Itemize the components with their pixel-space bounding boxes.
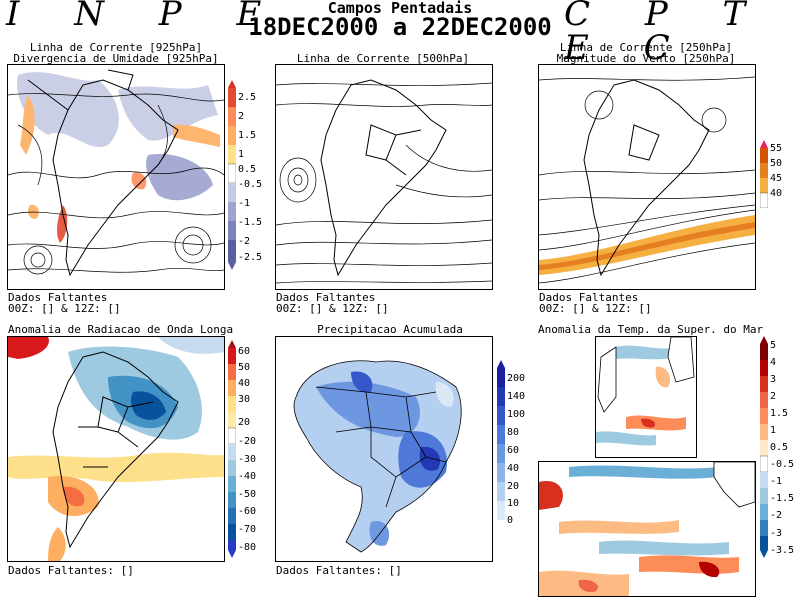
p1-cb-label: 2 [238,111,245,122]
p3-missing-data-hours: 00Z: [] & 12Z: [] [539,302,652,315]
p6-colorbar [759,336,769,558]
p1-missing-data-label: Dados Faltantes [8,291,108,304]
p6-cb-label: 5 [770,340,777,351]
p1-map-925-streamlines[interactable] [7,64,225,290]
p2-streamlines [276,82,492,284]
p1-cb-label: -2.5 [238,252,263,263]
p1-cb-label: 0.5 [238,164,257,175]
page-title: Campos Pentadais [327,0,473,17]
p6-cb-label: 1.5 [770,408,789,419]
p4-map-olr-anomaly[interactable] [7,336,225,562]
p4-cb-label: -40 [238,471,257,482]
inpe-logo-text: I N P E [6,0,284,34]
p4-title: Anomalia de Radiacao de Onda Longa [8,323,234,336]
p4-cb-label: -60 [238,506,257,517]
p6-cb-label: 4 [770,357,777,368]
p6-cb-label: -1.5 [770,493,795,504]
p6-cb-label: -2 [770,510,783,521]
p5-cb-label: 10 [507,498,520,509]
p5-cb-label: 100 [507,409,526,420]
p6-cb-label: 2 [770,391,777,402]
p1-missing-data-hours: 00Z: [] & 12Z: [] [8,302,121,315]
p5-cb-label: 0 [507,515,514,526]
p1-cb-label: -0.5 [238,179,263,190]
p1-cb-label: 2.5 [238,92,257,103]
p3-cb-label: 40 [770,188,783,199]
p5-cb-label: 200 [507,373,526,384]
p1-title-1: Linha de Corrente [925hPa] [29,41,203,54]
p5-cb-label: 40 [507,463,520,474]
p4-cb-label: -30 [238,454,257,465]
p1-cb-label: 1.5 [238,130,257,141]
p1-colorbar [227,80,237,270]
p6-cb-label: -0.5 [770,459,795,470]
p2-missing-data-label: Dados Faltantes [276,291,376,304]
p3-cb-label: 45 [770,173,783,184]
p3-colorbar [759,140,769,209]
p6-cb-label: -3.5 [770,545,795,556]
p4-cb-label: 50 [238,362,251,373]
p5-map-precipitation-brazil[interactable] [275,336,493,562]
p4-cb-label: -20 [238,436,257,447]
p1-streamlines [8,93,224,275]
p5-colorbar [497,360,505,520]
p4-missing-data-label: Dados Faltantes: [] [8,564,134,577]
p4-cb-label: 60 [238,346,251,357]
p5-missing-data-label: Dados Faltantes: [] [276,564,402,577]
p3-title-1: Linha de Corrente [250hPa] [559,41,733,54]
p3-south-america-outline [583,79,710,277]
p6-cb-label: -3 [770,528,783,539]
p4-cb-label: -80 [238,542,257,553]
p1-south-america-outline [27,69,179,277]
p5-title: Precipitacao Acumulada [317,323,463,336]
p3-map-250-streamlines[interactable] [538,64,756,290]
p3-title-2: Magnitude do Vento [250hPa] [556,52,736,65]
p4-cb-label: 40 [238,378,251,389]
p3-cb-label: 50 [770,158,783,169]
p6-cb-label: 1 [770,425,777,436]
p1-cb-label: -1.5 [238,217,263,228]
cptec-logo-text: C P T E C [564,0,768,68]
p4-cb-label: -70 [238,524,257,535]
p6-cb-label: -1 [770,476,783,487]
p5-cb-label: 20 [507,481,520,492]
p5-cb-label: 140 [507,391,526,402]
p4-cb-label: -50 [238,489,257,500]
p1-cb-label: -2 [238,236,251,247]
p4-colorbar [227,340,237,558]
p4-cb-label: 20 [238,417,251,428]
p1-cb-label: 1 [238,149,245,160]
p3-missing-data-label: Dados Faltantes [539,291,639,304]
p6-cb-label: 3 [770,374,777,385]
p6-map-sst-pacific[interactable] [538,461,756,597]
p3-cb-label: 55 [770,143,783,154]
p2-missing-data-hours: 00Z: [] & 12Z: [] [276,302,389,315]
p3-jet-stream-shading [539,215,755,275]
p1-moisture-divergence-shading [17,72,220,243]
p5-brazil-states-outline [293,360,462,553]
p5-cb-label: 60 [507,445,520,456]
p1-cb-label: -1 [238,198,251,209]
p1-title-2: Divergencia de Umidade [925hPa] [13,52,219,65]
p2-map-500-streamlines[interactable] [275,64,493,290]
p3-streamlines [539,76,755,284]
page-period: 18DEC2000 a 22DEC2000 [248,13,552,41]
p6-cb-label: 0.5 [770,442,789,453]
p2-title-1: Linha de Corrente [500hPa] [296,52,470,65]
p6-title: Anomalia da Temp. da Super. do Mar [538,323,764,336]
p4-south-america-outline [52,351,179,549]
p2-south-america-outline [320,79,447,277]
p6-map-sst-atlantic[interactable] [595,336,697,458]
p4-cb-label: 30 [238,394,251,405]
p4-olr-anomaly-shading [8,337,224,561]
p5-cb-label: 80 [507,427,520,438]
